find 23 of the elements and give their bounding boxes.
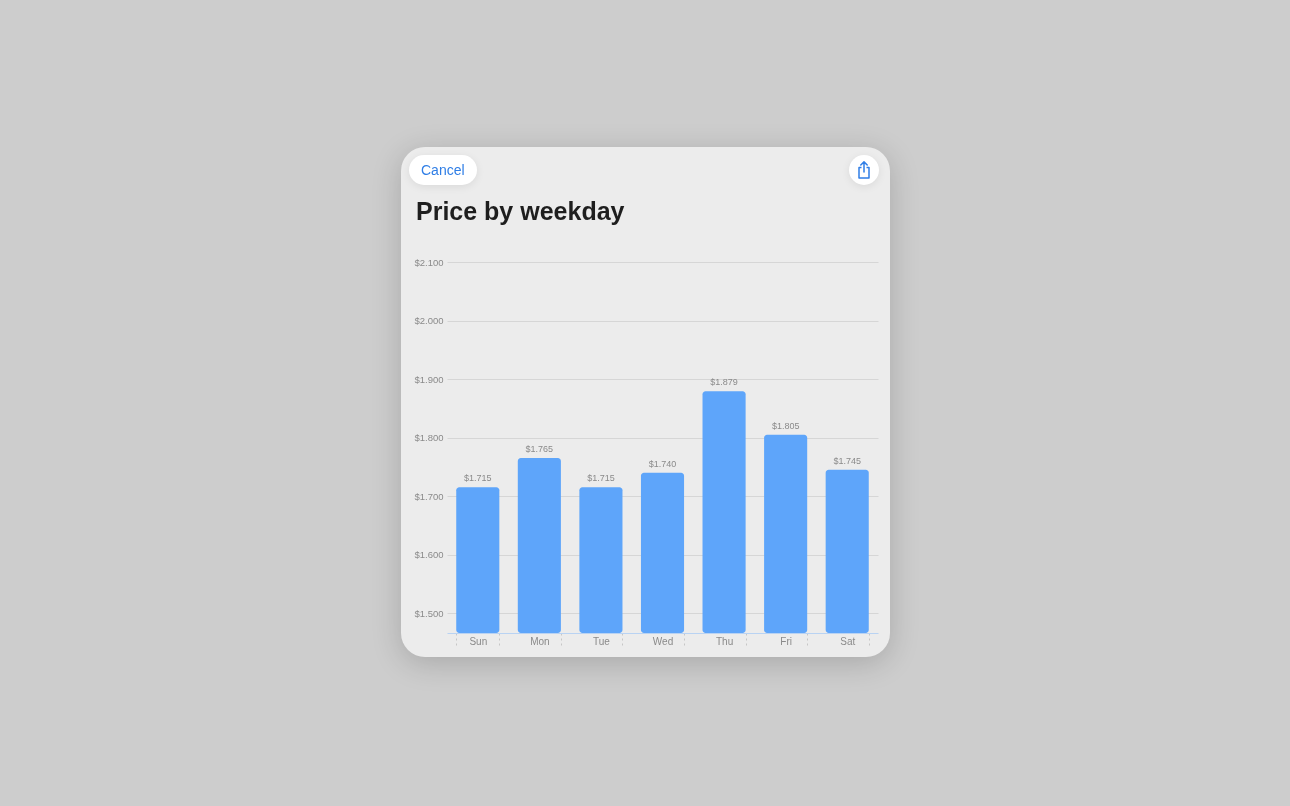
- x-tick-label: Sun: [469, 635, 488, 647]
- data-label: $1.740: [648, 458, 677, 469]
- x-tick-label: Wed: [652, 635, 674, 647]
- data-label: $1.715: [464, 473, 492, 484]
- x-tick-label: Thu: [715, 635, 734, 647]
- data-label: $1.745: [833, 455, 861, 466]
- data-label: $1.715: [587, 473, 615, 484]
- x-tick-label: Fri: [780, 635, 792, 647]
- y-tick-label: $1.600: [414, 549, 444, 561]
- y-tick-label: $1.800: [414, 432, 444, 444]
- x-tick-label: Sat: [840, 635, 856, 647]
- chart-title: Price by weekday: [416, 197, 625, 226]
- x-tick-label: Mon: [530, 635, 550, 647]
- data-label: $1.879: [710, 377, 738, 388]
- data-label: $1.805: [771, 420, 800, 431]
- y-tick-label: $1.700: [414, 490, 444, 502]
- y-tick-label: $2.100: [414, 256, 444, 268]
- y-tick-label: $1.500: [414, 607, 444, 619]
- y-tick-label: $1.900: [414, 373, 444, 385]
- y-tick-label: $2.000: [414, 315, 444, 327]
- data-label: $1.765: [525, 444, 554, 455]
- cancel-button: Cancel: [409, 155, 477, 185]
- x-tick-label: Tue: [592, 635, 611, 647]
